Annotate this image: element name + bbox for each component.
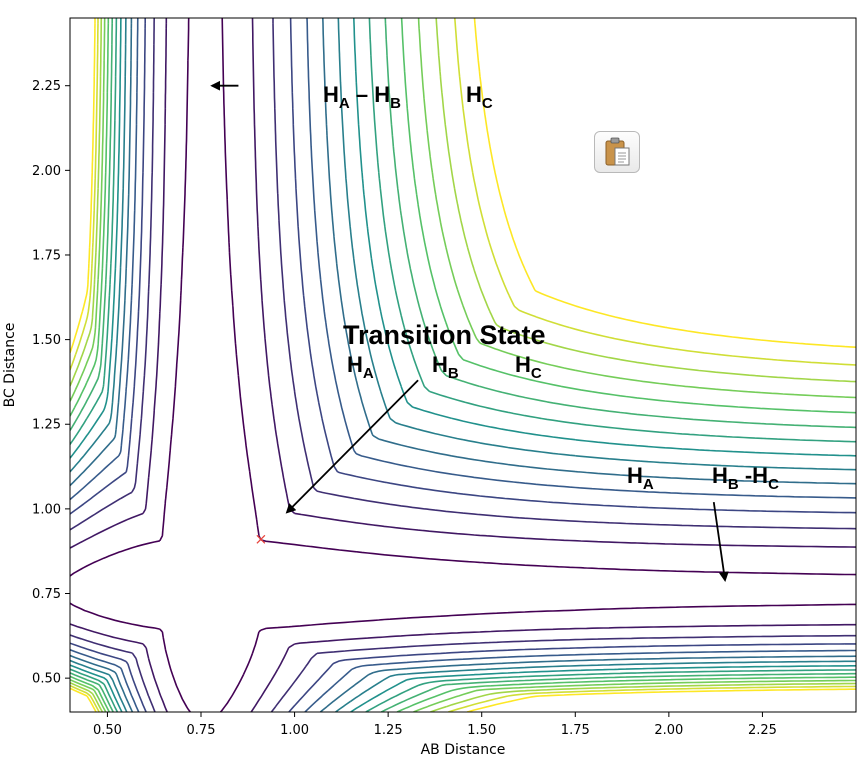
y-tick-label: 2.25 [32,79,61,94]
contour-lines [70,18,856,712]
contour-level [70,18,856,712]
contour-level [70,18,856,712]
x-tick-label: 2.00 [654,723,683,738]
contour-level [70,18,856,712]
x-tick-label: 0.50 [93,723,122,738]
x-tick-label: 1.25 [374,723,403,738]
arrow-product [712,501,729,582]
y-tick-label: 1.50 [32,333,61,348]
y-axis-label: BC Distance [2,323,18,408]
contour-level [70,18,856,712]
y-tick-label: 1.75 [32,248,61,263]
x-tick-label: 1.75 [561,723,590,738]
label-transition-state: Transition State [343,320,546,350]
label-product-a: HA [627,463,654,493]
x-tick-label: 1.00 [280,723,309,738]
contour-level [70,18,856,712]
x-tick-label: 1.50 [467,723,496,738]
contour-level [70,18,856,712]
label-reactant: HA – HB [323,82,401,112]
label-transition-atom: HA [347,352,374,382]
contour-level [70,18,856,712]
contour-level [70,18,856,712]
axis-ticks: 0.50 0.75 1.00 1.25 1.50 1.75 2.00 2.25 0.50 0.75… [32,79,777,738]
x-tick-label: 0.75 [187,723,216,738]
x-tick-label: 2.25 [748,723,777,738]
transition-state-marker [256,534,266,544]
label-reactant-c: HC [466,82,493,112]
x-axis-label: AB Distance [421,742,506,758]
contour-level [70,18,856,712]
y-tick-label: 1.00 [32,502,61,517]
contour-level [70,18,856,712]
contour-level [70,18,856,712]
contour-level [70,18,856,712]
contour-level [70,18,856,712]
label-transition-atom: HB [432,352,459,382]
y-tick-label: 0.75 [32,587,61,602]
plot-frame [69,17,857,713]
clipboard-icon[interactable] [594,131,640,173]
y-tick-label: 2.00 [32,164,61,179]
label-transition-atom: HC [515,352,542,382]
contour-level [70,18,856,712]
y-tick-label: 0.50 [32,672,61,687]
contour-level [70,18,856,712]
y-tick-label: 1.25 [32,418,61,433]
label-product-bc: HB -HC [712,463,779,493]
arrow-transition-state [285,379,419,514]
